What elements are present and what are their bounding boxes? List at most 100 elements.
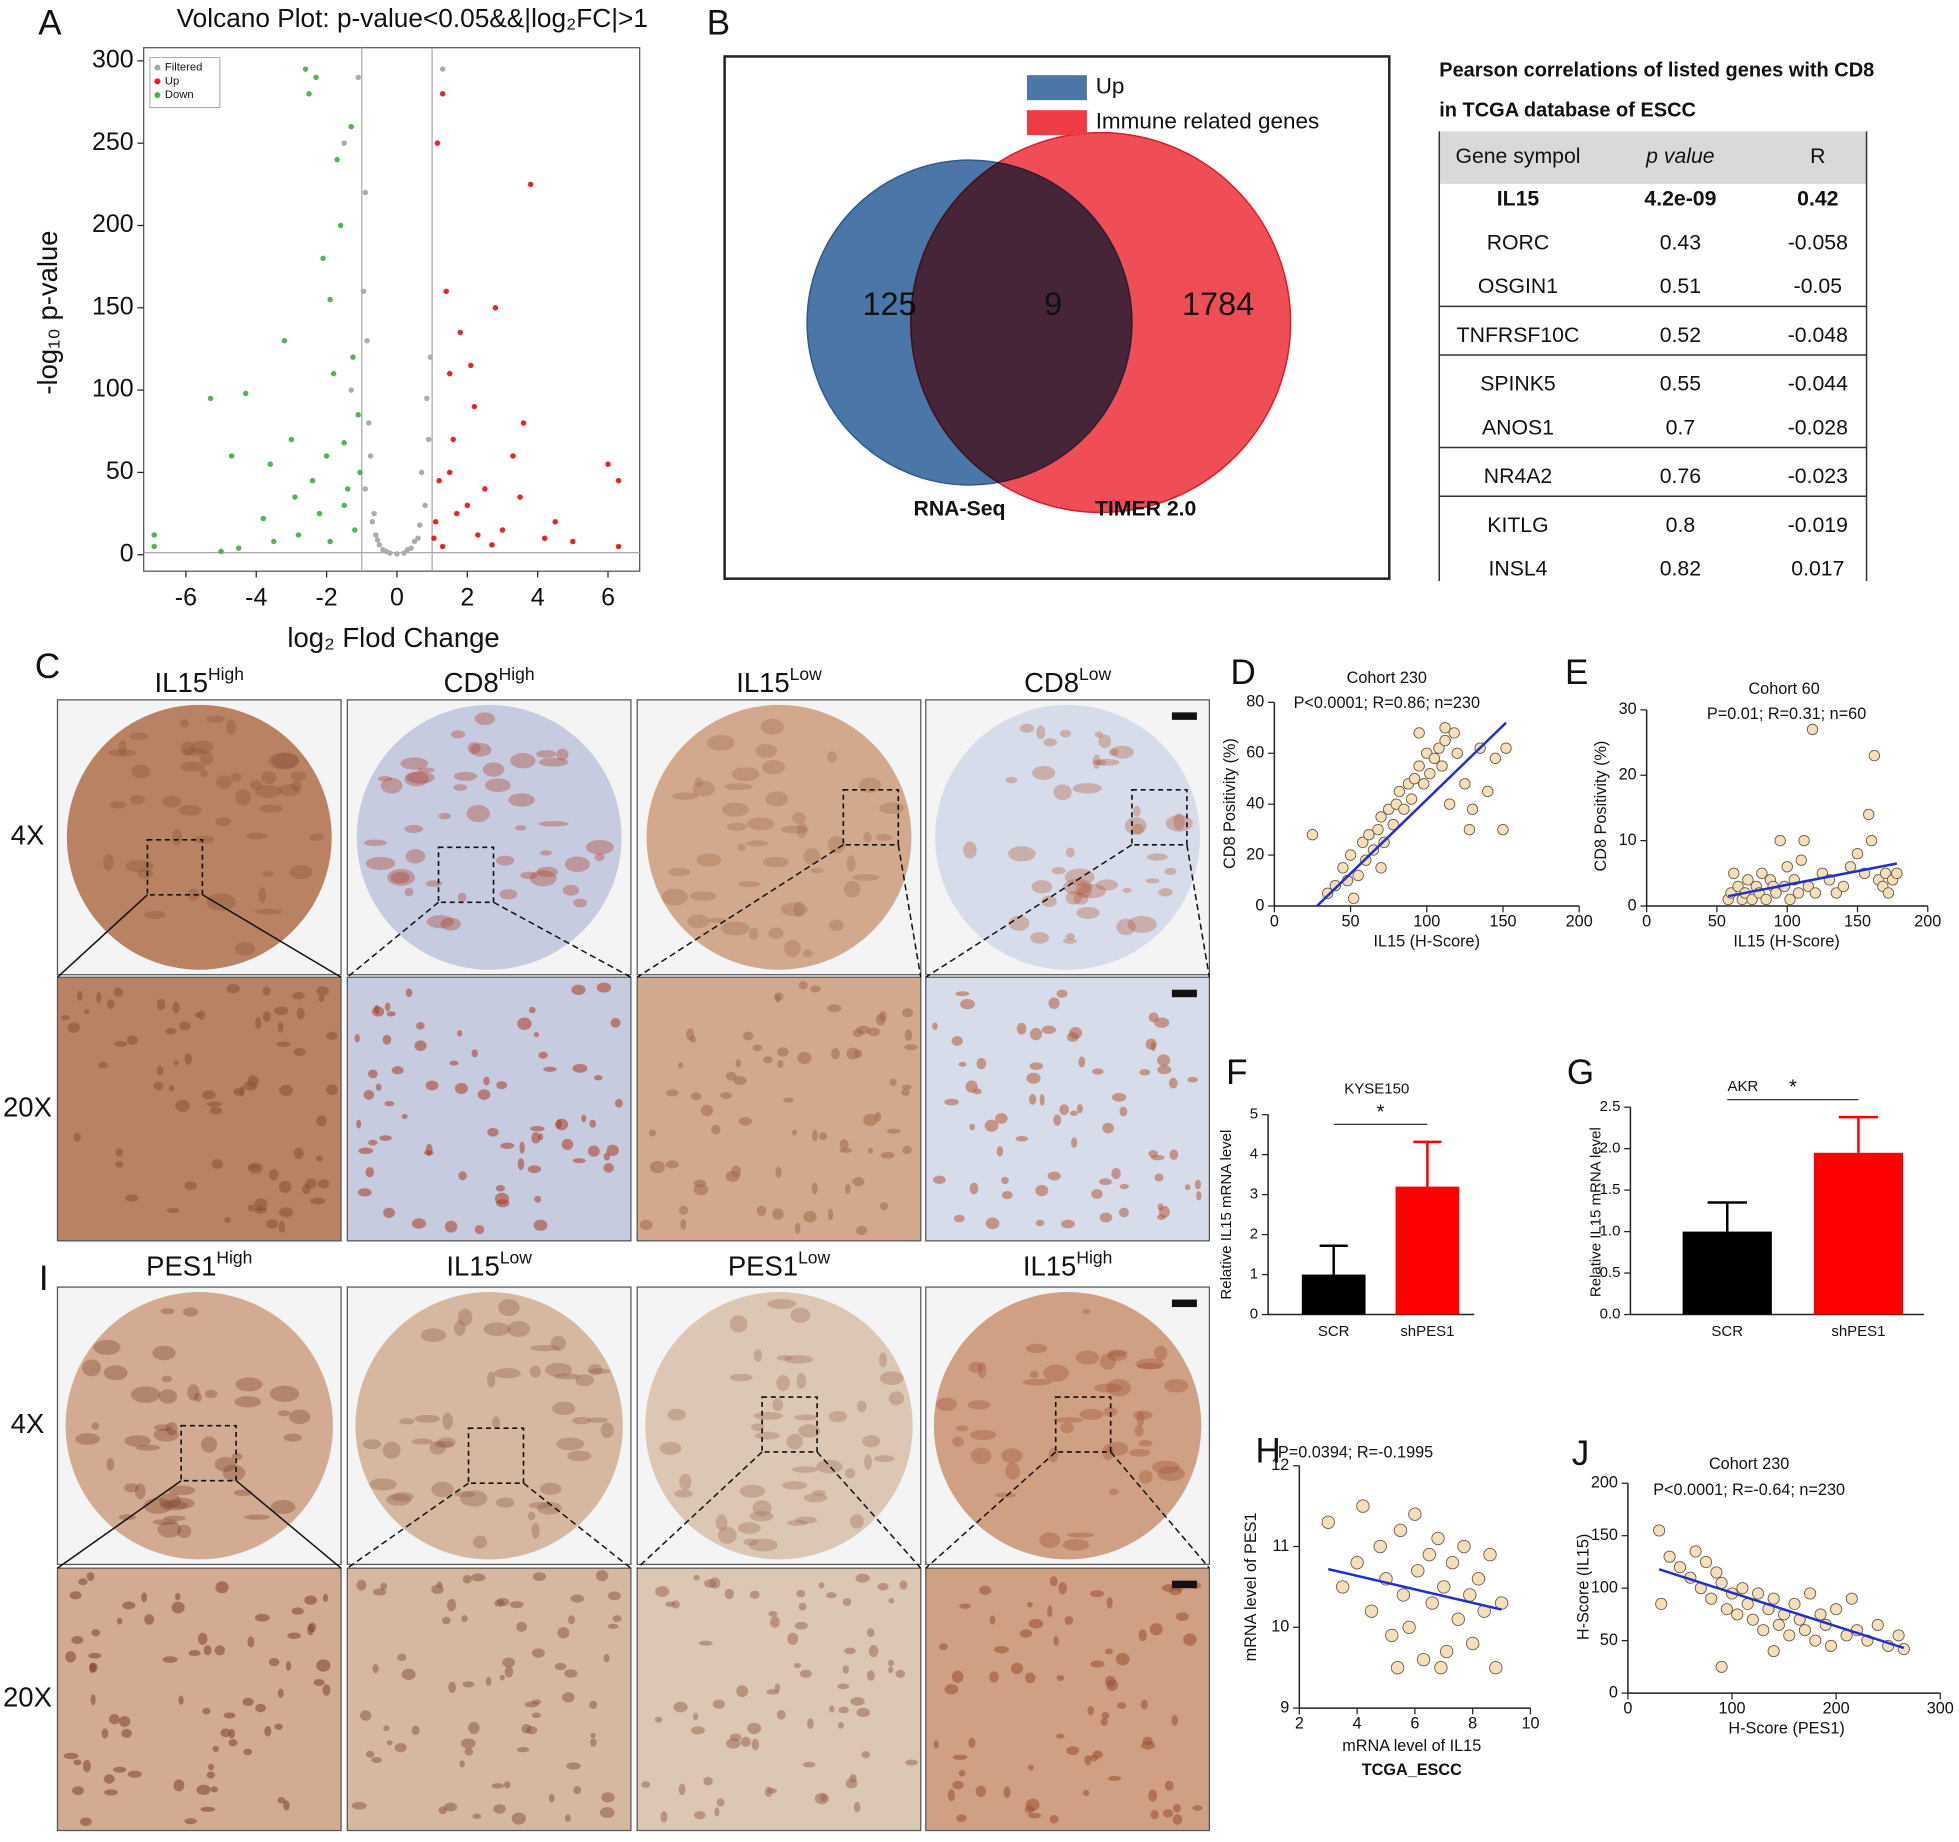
cell-nucleus — [485, 1677, 492, 1687]
tissue-texture — [495, 855, 515, 866]
cell-nucleus — [316, 1659, 331, 1672]
scale-bar — [1171, 1580, 1197, 1589]
tissue-texture — [1019, 723, 1035, 733]
cell-nucleus — [548, 1793, 555, 1803]
tissue-texture — [199, 769, 208, 778]
x-tick-label: 100 — [1718, 1700, 1745, 1718]
cell-nucleus — [1164, 1780, 1174, 1791]
cell-nucleus — [846, 1047, 860, 1060]
x-tick-label: 6 — [601, 583, 615, 611]
tissue-texture — [1062, 1538, 1090, 1551]
cell-nucleus — [603, 1152, 611, 1161]
cell-nucleus — [596, 982, 612, 993]
cell-nucleus — [73, 1759, 82, 1766]
cell-nucleus — [444, 1802, 458, 1812]
cell-nucleus — [693, 1574, 700, 1581]
cell-nucleus — [867, 1027, 880, 1037]
tissue-texture — [106, 1457, 115, 1471]
cell-nucleus — [368, 1139, 378, 1146]
tissue-texture — [1094, 731, 1104, 738]
data-point — [434, 140, 441, 146]
y-tick-label: 20 — [1246, 845, 1264, 863]
table-cell: 4.2e-09 — [1644, 188, 1716, 211]
tissue-texture — [1066, 1532, 1095, 1538]
fit-line — [1327, 1567, 1502, 1611]
table-cell: -0.05 — [1794, 275, 1842, 298]
cell-nucleus — [156, 1065, 164, 1076]
cell-nucleus — [1028, 1094, 1037, 1105]
tissue-texture — [1053, 784, 1072, 801]
cell-nucleus — [1106, 1597, 1113, 1609]
zoom-region — [180, 1424, 237, 1482]
cell-nucleus — [933, 1740, 939, 1749]
data-point — [302, 66, 309, 72]
tissue-texture — [390, 1492, 414, 1502]
cell-nucleus — [984, 1119, 999, 1132]
tissue-texture — [172, 829, 183, 846]
y-tick-label: 0.5 — [1600, 1264, 1621, 1281]
cell-nucleus — [414, 1040, 427, 1052]
cell-nucleus — [776, 1710, 786, 1720]
cell-nucleus — [141, 1592, 148, 1603]
cell-nucleus — [777, 1047, 789, 1057]
cell-nucleus — [1149, 1623, 1163, 1636]
data-point — [1322, 887, 1334, 899]
cell-nucleus — [952, 1780, 964, 1790]
cell-nucleus — [96, 992, 102, 1004]
data-point — [1728, 867, 1740, 880]
data-point — [499, 527, 506, 533]
tissue-texture — [1154, 1345, 1168, 1361]
bar — [1813, 1152, 1904, 1315]
cell-nucleus — [197, 1632, 208, 1645]
data-point — [1451, 747, 1463, 759]
tissue-texture — [795, 1516, 818, 1524]
cell-nucleus — [106, 999, 115, 1010]
data-point — [1844, 861, 1857, 873]
cell-nucleus — [274, 1006, 289, 1016]
cell-nucleus — [262, 986, 271, 996]
tissue-texture — [765, 791, 789, 807]
data-point — [350, 354, 356, 360]
cell-nucleus — [866, 1628, 875, 1638]
y-tick-label: 1 — [1250, 1266, 1258, 1283]
cell-nucleus — [905, 1759, 918, 1766]
column-header-main: IL15 — [446, 1251, 499, 1282]
cell-nucleus — [690, 1092, 702, 1101]
tissue-texture — [755, 743, 778, 758]
cell-nucleus — [856, 1225, 868, 1236]
tissue-texture — [780, 902, 808, 917]
cell-nucleus — [168, 1084, 175, 1092]
cell-nucleus — [211, 1159, 224, 1170]
cell-nucleus — [944, 1684, 959, 1695]
tissue-texture — [405, 849, 426, 864]
tissue-texture — [1032, 766, 1056, 780]
data-point — [510, 453, 516, 459]
table-cell: 0.8 — [1666, 514, 1696, 537]
cell-nucleus — [89, 1662, 98, 1673]
table-header: Gene sympol — [1455, 145, 1580, 168]
cell-nucleus — [555, 1118, 569, 1131]
cell-nucleus — [807, 1718, 814, 1730]
panel-letter: D — [1230, 653, 1255, 692]
tissue-texture — [782, 1481, 808, 1490]
cell-nucleus — [356, 1119, 362, 1129]
tissue-texture — [967, 1400, 991, 1410]
cell-nucleus — [904, 1029, 913, 1041]
cell-nucleus — [827, 1004, 842, 1013]
data-point — [1385, 1628, 1399, 1643]
tissue-texture — [262, 870, 274, 877]
image-tile — [56, 976, 342, 1242]
column-header-main: PES1 — [728, 1251, 798, 1282]
tissue-texture — [283, 1433, 302, 1442]
column-header-main: IL15 — [155, 667, 208, 698]
cell-nucleus — [316, 1115, 327, 1127]
zoom-connector — [493, 901, 632, 978]
data-point — [327, 538, 333, 545]
tissue-texture — [268, 752, 299, 770]
data-point — [401, 550, 407, 556]
tissue-texture — [1041, 895, 1057, 908]
cell-nucleus — [831, 1048, 840, 1060]
column-header-sup: High — [216, 1247, 252, 1267]
table-cell: -0.023 — [1788, 465, 1848, 488]
data-point — [242, 390, 249, 397]
